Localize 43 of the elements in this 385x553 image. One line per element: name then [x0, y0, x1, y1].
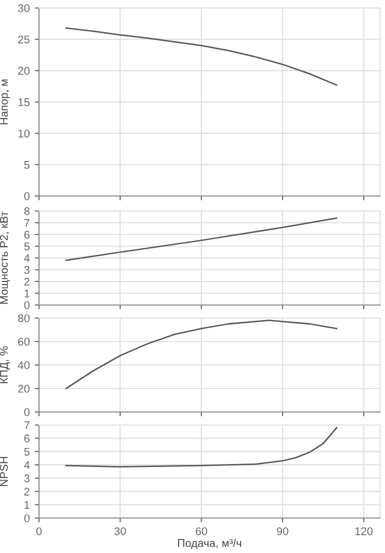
y-tick-label: 30 [18, 4, 30, 12]
y-tick-label: 2 [24, 278, 30, 286]
y-tick-label: 7 [24, 219, 30, 227]
line-series [65, 320, 338, 390]
y-tick-label: 5 [24, 242, 30, 250]
y-axis-title: NPSH [0, 456, 8, 486]
line-series [65, 217, 338, 262]
x-axis-title: Подача, м³/ч [178, 538, 242, 550]
y-tick-label: 4 [24, 254, 30, 262]
y-tick-label: 7 [24, 421, 30, 430]
x-tick-label: 60 [196, 527, 208, 536]
y-axis-title: Напор, м [0, 80, 10, 124]
y-tick-label: 3 [24, 474, 30, 482]
y-tick-label: 6 [24, 434, 30, 442]
y-tick-label: 0 [24, 408, 30, 416]
x-tick-label: 0 [36, 527, 42, 536]
y-tick-label: 10 [18, 130, 30, 138]
y-tick-label: 20 [18, 66, 30, 75]
y-tick-label: 40 [18, 361, 30, 370]
x-tick-label: 120 [355, 527, 373, 536]
y-tick-label: 1 [24, 501, 30, 509]
y-tick-label: 80 [18, 314, 30, 322]
y-tick-label: 5 [24, 448, 30, 456]
y-tick-label: 4 [24, 461, 30, 469]
y-tick-label: 3 [24, 266, 30, 274]
y-tick-label: 0 [24, 192, 30, 200]
y-tick-label: 6 [24, 230, 30, 239]
y-tick-label: 15 [18, 98, 30, 106]
x-tick-label: 90 [276, 527, 288, 536]
y-tick-label: 1 [24, 290, 30, 298]
y-tick-label: 20 [18, 384, 30, 393]
y-tick-label: 25 [18, 36, 30, 44]
y-tick-label: 8 [24, 207, 30, 216]
y-tick-label: 2 [24, 488, 30, 496]
y-axis-title: Мощность P2, кВт [0, 212, 10, 304]
line-series [65, 27, 338, 86]
y-tick-label: 60 [18, 338, 30, 346]
y-tick-label: 0 [24, 301, 30, 310]
line-series [65, 426, 338, 468]
y-tick-label: 0 [24, 514, 30, 522]
y-tick-label: 5 [24, 161, 30, 169]
y-axis-title: КПД, % [0, 346, 10, 384]
x-tick-label: 30 [114, 527, 126, 536]
